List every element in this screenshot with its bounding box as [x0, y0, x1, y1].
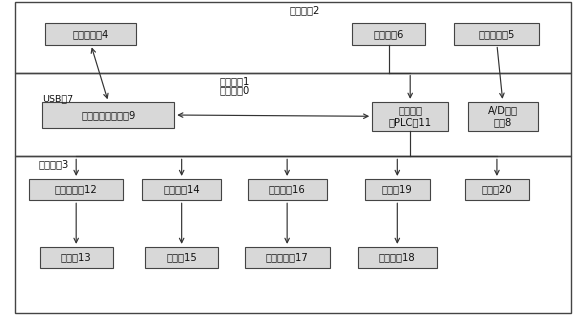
Bar	[15, 73, 571, 156]
Bar	[46, 23, 136, 45]
Text: 倒倒电机16: 倒倒电机16	[269, 185, 305, 195]
Bar	[357, 247, 437, 268]
Bar	[29, 179, 123, 200]
Text: 主控器（计算机）9: 主控器（计算机）9	[81, 110, 135, 120]
Text: 摔拌棕15: 摔拌棕15	[166, 252, 197, 263]
Text: 真空泲13: 真空泲13	[61, 252, 91, 263]
Bar	[465, 179, 529, 200]
Bar	[372, 102, 448, 131]
Text: 抽真空电机12: 抽真空电机12	[55, 185, 97, 195]
Bar	[42, 102, 175, 128]
Text: 压力传感嘃5: 压力传感嘃5	[479, 29, 515, 39]
Bar	[245, 247, 329, 268]
Bar	[40, 247, 113, 268]
Text: 执行模块3: 执行模块3	[38, 159, 69, 169]
Bar	[247, 179, 327, 200]
Bar	[455, 23, 539, 45]
Bar	[15, 156, 571, 313]
Text: 监测模块2: 监测模块2	[289, 5, 320, 15]
Text: USB接7: USB接7	[42, 95, 73, 104]
Bar	[142, 179, 221, 200]
Text: 从控制器
（PLC）11: 从控制器 （PLC）11	[389, 106, 432, 127]
Text: A/D转换
樯块8: A/D转换 樯块8	[488, 106, 518, 127]
Bar	[352, 23, 425, 45]
Bar	[145, 247, 218, 268]
Text: 电磁阆19: 电磁阆19	[382, 185, 413, 195]
Text: 混合料杧18: 混合料杧18	[379, 252, 415, 263]
Bar	[468, 102, 538, 131]
Text: 摔拌电机14: 摔拌电机14	[163, 185, 200, 195]
Text: 视频监视嘃4: 视频监视嘃4	[73, 29, 109, 39]
Text: 编程电陑0: 编程电陑0	[219, 85, 250, 95]
Bar	[365, 179, 430, 200]
Text: 固化剂料杧17: 固化剂料杧17	[266, 252, 308, 263]
Bar	[15, 2, 571, 73]
Text: 控制模块1: 控制模块1	[219, 76, 250, 87]
Text: 照明灧20: 照明灧20	[482, 185, 512, 195]
Text: 限位开关6: 限位开关6	[373, 29, 404, 39]
